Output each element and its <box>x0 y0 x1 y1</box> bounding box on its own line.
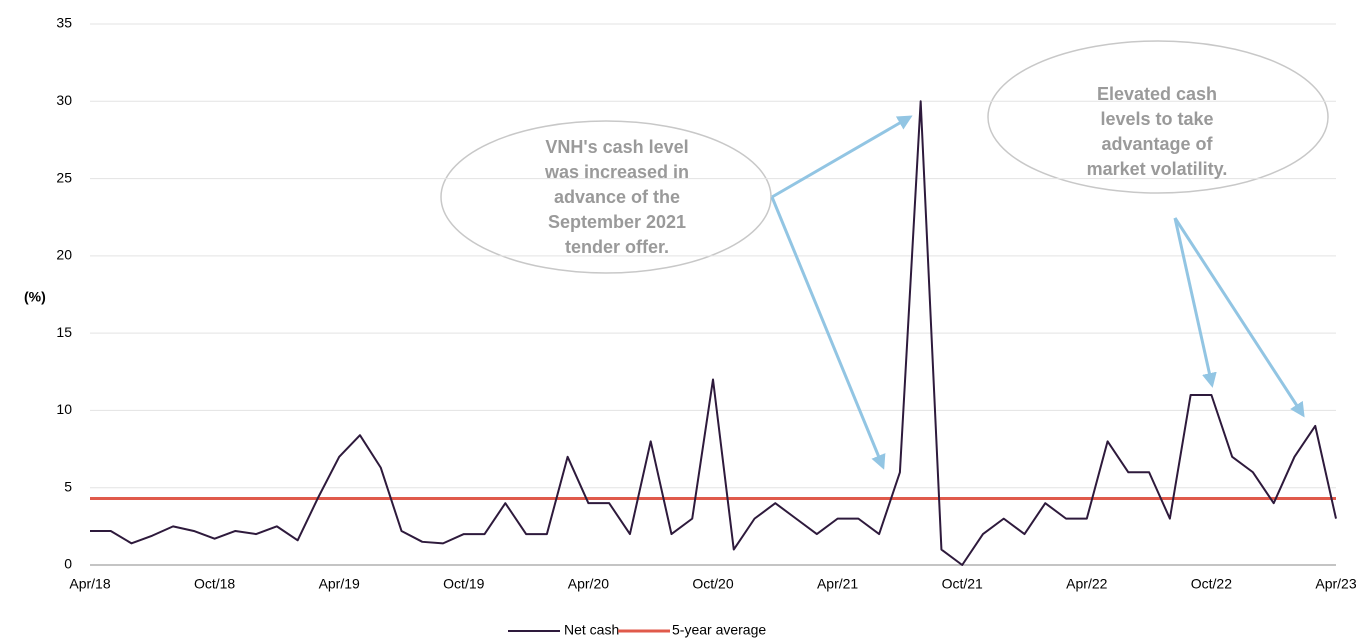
callout-arrow <box>1173 217 1305 418</box>
x-tick-label: Oct/21 <box>942 576 983 592</box>
x-tick-label: Oct/18 <box>194 576 235 592</box>
y-tick-label: 30 <box>56 92 72 108</box>
y-tick-label: 5 <box>64 478 72 494</box>
y-tick-label: 35 <box>56 15 72 31</box>
x-tick-label: Apr/21 <box>817 576 858 592</box>
x-tick-label: Apr/20 <box>568 576 609 592</box>
x-tick-label: Oct/22 <box>1191 576 1232 592</box>
x-tick-label: Oct/19 <box>443 576 484 592</box>
callout-arrow <box>1173 217 1217 388</box>
x-tick-label: Apr/18 <box>69 576 110 592</box>
annotation-text: VNH's cash level <box>545 137 688 157</box>
callout-arrow <box>770 196 886 470</box>
callout-ellipse <box>987 40 1329 194</box>
annotation-text: market volatility. <box>1087 159 1228 179</box>
y-axis-label: (%) <box>24 289 46 305</box>
x-tick-label: Apr/23 <box>1315 576 1356 592</box>
annotation-text: advance of the <box>554 187 680 207</box>
annotation-text: tender offer. <box>565 237 669 257</box>
annotation-text: September 2021 <box>548 212 686 232</box>
annotation-text: Elevated cash <box>1097 84 1217 104</box>
y-tick-label: 25 <box>56 169 72 185</box>
annotation-text: levels to take <box>1100 109 1213 129</box>
callout-ellipse <box>440 120 772 274</box>
annotation-shapes <box>440 40 1329 274</box>
annotation-text: advantage of <box>1101 134 1213 154</box>
x-tick-label: Apr/19 <box>319 576 360 592</box>
legend-label: Net cash <box>564 622 619 638</box>
legend-label: 5-year average <box>672 622 766 638</box>
y-tick-label: 20 <box>56 247 72 263</box>
y-tick-label: 10 <box>56 401 72 417</box>
series-line <box>90 100 1337 566</box>
callout-arrow <box>771 115 913 199</box>
y-tick-label: 15 <box>56 324 72 340</box>
x-tick-label: Apr/22 <box>1066 576 1107 592</box>
x-tick-label: Oct/20 <box>692 576 733 592</box>
annotation-text: was increased in <box>544 162 689 182</box>
y-tick-label: 0 <box>64 556 72 572</box>
